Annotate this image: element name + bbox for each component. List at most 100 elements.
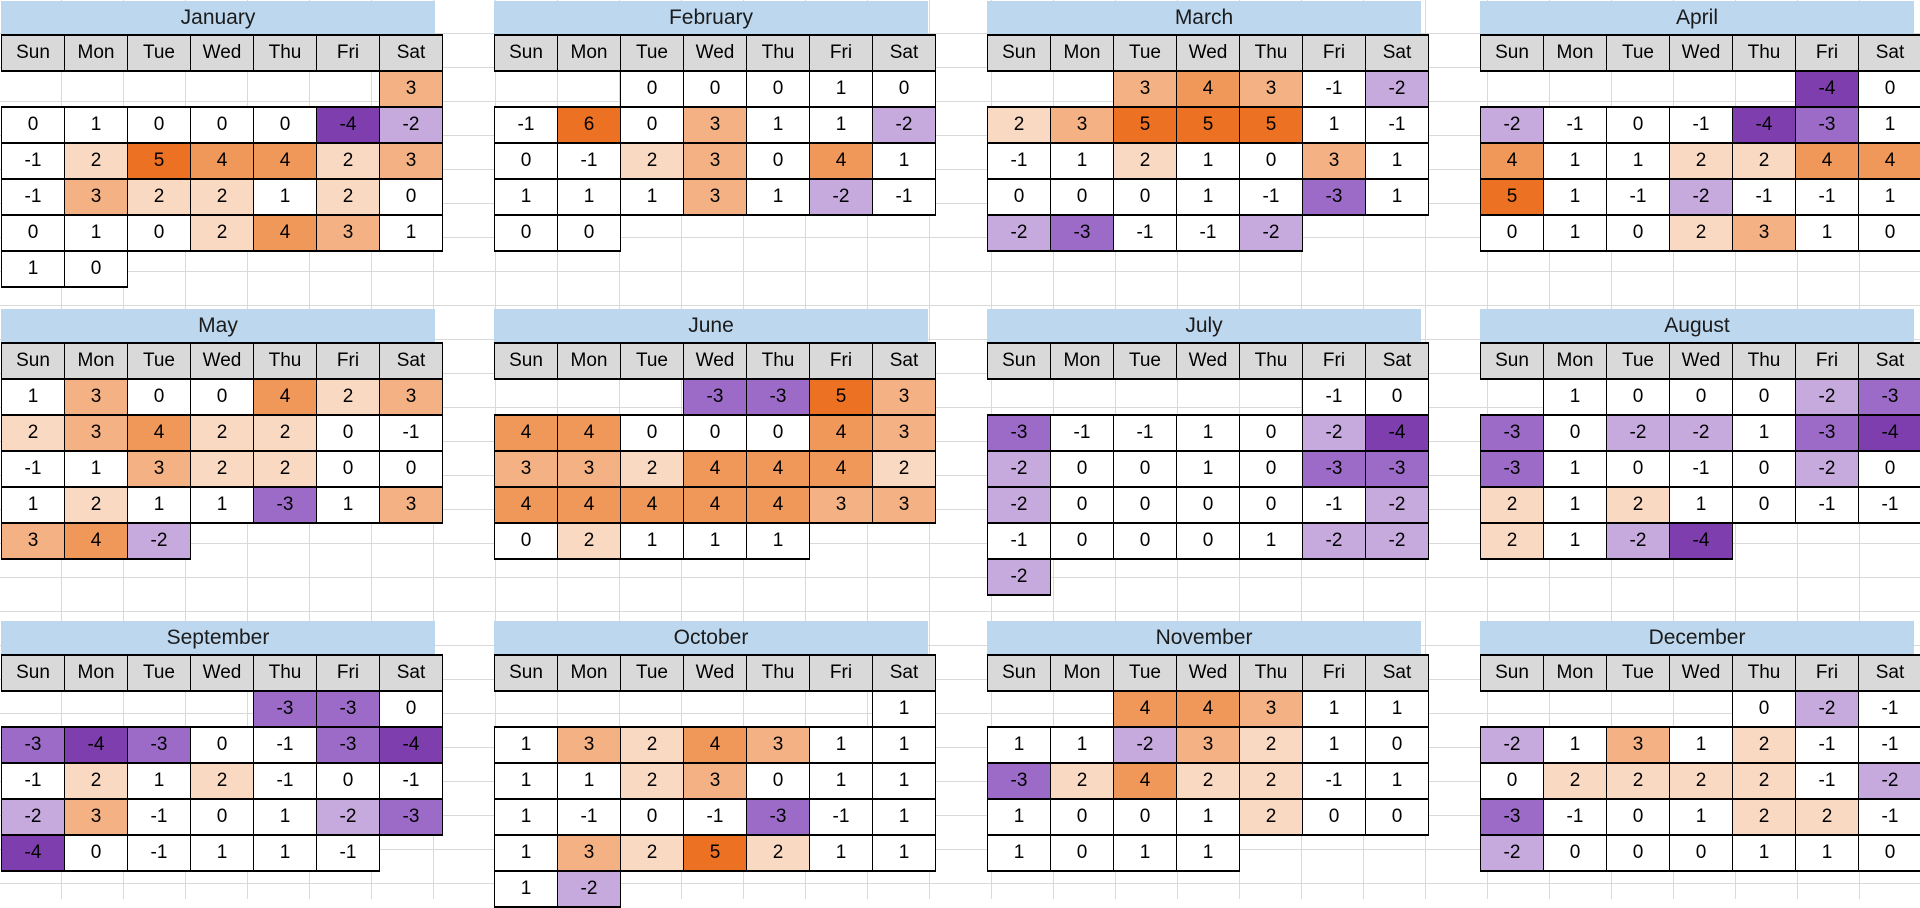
day-value-cell[interactable]: -2 — [988, 451, 1051, 487]
day-value-cell[interactable]: -2 — [1607, 523, 1670, 559]
day-value-cell[interactable]: 1 — [1859, 107, 1920, 143]
day-value-cell[interactable]: 2 — [254, 415, 317, 451]
day-value-cell[interactable]: 5 — [1177, 107, 1240, 143]
day-value-cell[interactable]: 0 — [1607, 799, 1670, 835]
day-value-cell[interactable]: -4 — [1366, 415, 1429, 451]
day-value-cell[interactable]: 1 — [810, 107, 873, 143]
day-value-cell[interactable]: 4 — [558, 415, 621, 451]
day-value-cell[interactable]: -3 — [1481, 799, 1544, 835]
day-value-cell[interactable]: -2 — [810, 179, 873, 215]
day-value-cell[interactable]: 0 — [1303, 799, 1366, 835]
day-value-cell[interactable]: -3 — [128, 727, 191, 763]
day-value-cell[interactable]: 0 — [621, 107, 684, 143]
day-value-cell[interactable]: 3 — [684, 763, 747, 799]
day-value-cell[interactable]: -2 — [558, 871, 621, 907]
day-value-cell[interactable]: -1 — [1177, 215, 1240, 251]
day-value-cell[interactable]: -1 — [317, 835, 380, 871]
day-value-cell[interactable]: 2 — [1733, 143, 1796, 179]
day-value-cell[interactable]: 3 — [1114, 71, 1177, 107]
day-value-cell[interactable]: 4 — [254, 215, 317, 251]
day-value-cell[interactable]: 2 — [1544, 763, 1607, 799]
day-value-cell[interactable]: 2 — [1733, 727, 1796, 763]
day-value-cell[interactable]: 0 — [191, 379, 254, 415]
day-value-cell[interactable]: 0 — [1051, 451, 1114, 487]
day-value-cell[interactable]: 0 — [1051, 835, 1114, 871]
day-value-cell[interactable]: 4 — [1481, 143, 1544, 179]
day-value-cell[interactable]: 2 — [1240, 799, 1303, 835]
day-value-cell[interactable]: 0 — [254, 107, 317, 143]
day-value-cell[interactable]: -2 — [2, 799, 65, 835]
day-value-cell[interactable]: 2 — [128, 179, 191, 215]
day-value-cell[interactable]: -3 — [1051, 215, 1114, 251]
day-value-cell[interactable]: 1 — [1303, 107, 1366, 143]
day-value-cell[interactable]: 4 — [810, 143, 873, 179]
day-value-cell[interactable]: 0 — [1859, 835, 1920, 871]
day-value-cell[interactable]: 4 — [65, 523, 128, 559]
day-value-cell[interactable]: 0 — [747, 143, 810, 179]
day-value-cell[interactable]: 0 — [1177, 523, 1240, 559]
day-value-cell[interactable]: -1 — [1859, 799, 1920, 835]
day-value-cell[interactable]: -3 — [1303, 451, 1366, 487]
day-value-cell[interactable]: 1 — [495, 871, 558, 907]
day-value-cell[interactable]: 3 — [1051, 107, 1114, 143]
day-value-cell[interactable]: 0 — [1607, 379, 1670, 415]
day-value-cell[interactable]: -1 — [1859, 727, 1920, 763]
day-value-cell[interactable]: -4 — [1859, 415, 1920, 451]
day-value-cell[interactable]: -3 — [747, 379, 810, 415]
day-value-cell[interactable]: 2 — [65, 763, 128, 799]
day-value-cell[interactable]: 0 — [621, 71, 684, 107]
day-value-cell[interactable]: 1 — [810, 727, 873, 763]
day-value-cell[interactable]: 2 — [191, 415, 254, 451]
day-value-cell[interactable]: 0 — [1366, 727, 1429, 763]
day-value-cell[interactable]: -2 — [873, 107, 936, 143]
day-value-cell[interactable]: 4 — [1859, 143, 1920, 179]
day-value-cell[interactable]: 0 — [621, 799, 684, 835]
day-value-cell[interactable]: -1 — [988, 143, 1051, 179]
day-value-cell[interactable]: 1 — [1177, 799, 1240, 835]
day-value-cell[interactable]: 0 — [1051, 487, 1114, 523]
day-value-cell[interactable]: 1 — [988, 727, 1051, 763]
day-value-cell[interactable]: 5 — [810, 379, 873, 415]
day-value-cell[interactable]: -1 — [1303, 71, 1366, 107]
day-value-cell[interactable]: 1 — [1670, 727, 1733, 763]
day-value-cell[interactable]: -2 — [380, 107, 443, 143]
day-value-cell[interactable]: 1 — [1366, 763, 1429, 799]
day-value-cell[interactable]: 1 — [1177, 143, 1240, 179]
day-value-cell[interactable]: 0 — [1240, 451, 1303, 487]
day-value-cell[interactable]: 2 — [1607, 763, 1670, 799]
day-value-cell[interactable]: 2 — [191, 215, 254, 251]
day-value-cell[interactable]: -3 — [988, 415, 1051, 451]
day-value-cell[interactable]: 5 — [1481, 179, 1544, 215]
day-value-cell[interactable]: 2 — [621, 835, 684, 871]
day-value-cell[interactable]: 4 — [254, 379, 317, 415]
day-value-cell[interactable]: 0 — [191, 727, 254, 763]
day-value-cell[interactable]: 3 — [2, 523, 65, 559]
day-value-cell[interactable]: -1 — [1114, 415, 1177, 451]
day-value-cell[interactable]: -1 — [2, 143, 65, 179]
day-value-cell[interactable]: -4 — [1733, 107, 1796, 143]
day-value-cell[interactable]: 0 — [128, 215, 191, 251]
day-value-cell[interactable]: 3 — [128, 451, 191, 487]
day-value-cell[interactable]: 1 — [254, 799, 317, 835]
day-value-cell[interactable]: 3 — [873, 487, 936, 523]
day-value-cell[interactable]: 3 — [873, 415, 936, 451]
day-value-cell[interactable]: -1 — [1366, 107, 1429, 143]
day-value-cell[interactable]: -1 — [1544, 799, 1607, 835]
day-value-cell[interactable]: -1 — [988, 523, 1051, 559]
day-value-cell[interactable]: 1 — [128, 763, 191, 799]
day-value-cell[interactable]: 1 — [495, 835, 558, 871]
day-value-cell[interactable]: 3 — [1240, 71, 1303, 107]
day-value-cell[interactable]: -3 — [254, 487, 317, 523]
day-value-cell[interactable]: 3 — [684, 179, 747, 215]
day-value-cell[interactable]: 3 — [558, 835, 621, 871]
day-value-cell[interactable]: 0 — [495, 215, 558, 251]
day-value-cell[interactable]: 3 — [1607, 727, 1670, 763]
day-value-cell[interactable]: -2 — [1796, 691, 1859, 727]
day-value-cell[interactable]: 1 — [1177, 415, 1240, 451]
day-value-cell[interactable]: -2 — [1366, 487, 1429, 523]
day-value-cell[interactable]: 1 — [1859, 179, 1920, 215]
day-value-cell[interactable]: 2 — [1051, 763, 1114, 799]
day-value-cell[interactable]: 2 — [621, 727, 684, 763]
day-value-cell[interactable]: 2 — [873, 451, 936, 487]
day-value-cell[interactable]: 2 — [1733, 799, 1796, 835]
